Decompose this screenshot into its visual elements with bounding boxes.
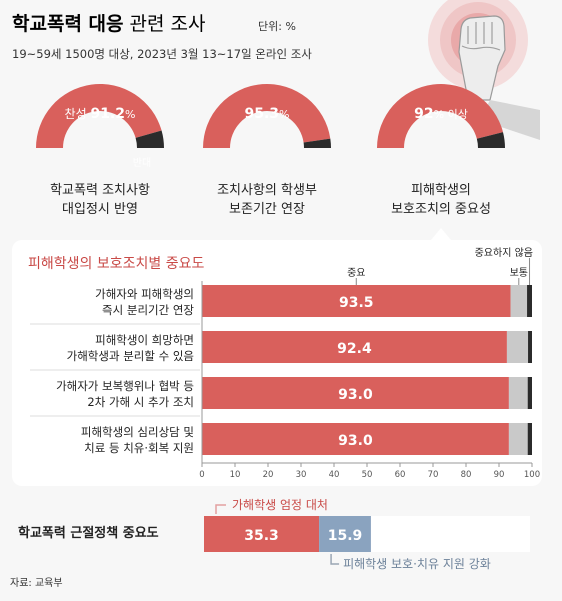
x-tick-label-10: 100 — [524, 470, 540, 480]
policy-bar-segment-1 — [204, 516, 320, 552]
donut-1-slice-1 — [36, 83, 162, 148]
subtitle: 19~59세 1500명 대상, 2023년 3월 13~17일 온라인 조사 — [12, 47, 312, 61]
x-tick-label-7: 70 — [428, 470, 439, 480]
category-label-1-line-1: 가해자와 피해학생의 — [95, 287, 194, 301]
category-label-1-line-2: 즉시 분리기간 연장 — [102, 303, 194, 317]
bar-4-segment-3 — [527, 423, 532, 455]
bar-2-segment-1 — [202, 331, 507, 363]
x-tick-label-9: 90 — [494, 470, 505, 480]
panel-pointer — [431, 228, 451, 240]
bar-4-segment-1 — [202, 423, 509, 455]
bar-1-segment-2 — [510, 285, 528, 317]
category-label-3-line-2: 2차 가해 시 추가 조치 — [87, 395, 194, 409]
x-tick-label-0: 0 — [199, 470, 204, 480]
donut-3-slice-1 — [377, 84, 503, 148]
bar-1-segment-1 — [202, 285, 511, 317]
source-note: 자료: 교육부 — [10, 577, 63, 589]
donut-2-caption-line-2: 보존기간 연장 — [229, 202, 305, 217]
donut-3-caption-line-2: 보호조치의 중요성 — [391, 202, 491, 217]
policy-series-label-2: 피해학생 보호·치유 지원 강화 — [343, 557, 491, 571]
donut-1-value-prefix: 찬성 — [65, 106, 91, 121]
category-label-2-line-1: 피해학생이 희망하면 — [95, 333, 194, 347]
policy-leader-2 — [330, 554, 340, 565]
policy-leader-1 — [215, 504, 226, 514]
bar-3-value-label: 93.0 — [338, 387, 373, 403]
bar-4-value-label: 93.0 — [338, 433, 373, 449]
donut-3-value-number: 92 — [414, 106, 433, 122]
donut-1-value-suffix: % — [125, 108, 135, 121]
legend-not-important: 중요하지 않음 — [475, 246, 533, 259]
donut-3-slice-2 — [476, 132, 505, 148]
bar-2-segment-2 — [506, 331, 529, 363]
x-tick-label-2: 20 — [263, 470, 274, 480]
bar-2-segment-3 — [528, 331, 532, 363]
unit-label: 단위: % — [258, 20, 296, 33]
donut-2-caption-line-1: 조치사항의 학생부 — [217, 183, 317, 198]
x-tick-label-1: 10 — [230, 470, 241, 480]
page-title: 학교폭력 대응 관련 조사 — [12, 13, 206, 35]
bar-3-segment-1 — [202, 377, 509, 409]
donut-1-value-number: 91.2 — [90, 106, 125, 122]
donut-1-caption-line-1: 학교폭력 조치사항 — [50, 183, 150, 198]
donut-2-slice-1 — [203, 84, 331, 148]
policy-bar-2-value-label: 15.9 — [328, 528, 363, 544]
donut-1-slice-2 — [135, 130, 164, 148]
category-label-4-line-2: 치료 등 치유·회복 지원 — [84, 441, 194, 455]
donut-1-caption-line-2: 대입정시 반영 — [62, 202, 138, 217]
legend-important: 중요 — [347, 267, 365, 279]
donut-3-value-suffix: % 이상 — [434, 108, 468, 121]
bar-4-segment-2 — [508, 423, 528, 455]
donut-1-value-label: 찬성 91.2% — [65, 106, 136, 122]
x-tick-label-4: 40 — [329, 470, 340, 480]
fist-icon — [428, 0, 540, 140]
category-label-2-line-2: 가해학생과 분리할 수 있음 — [67, 349, 194, 363]
donut-2-value-number: 95.3 — [245, 106, 280, 122]
policy-chart-title: 학교폭력 근절정책 중요도 — [18, 525, 159, 541]
x-tick-label-8: 80 — [461, 470, 472, 480]
donut-2-value-suffix: % — [279, 108, 289, 121]
x-tick-label-3: 30 — [296, 470, 307, 480]
donut-2-value-label: 95.3% — [245, 106, 290, 122]
bar-3-segment-3 — [527, 377, 532, 409]
donut-3-caption-line-1: 피해학생의 — [411, 183, 471, 198]
bar-1-value-label: 93.5 — [339, 295, 374, 311]
donut-3-value-label: 92% 이상 — [414, 106, 468, 122]
donut-1-minor-label: 반대 — [133, 157, 151, 169]
category-label-4-line-1: 피해학생의 심리상담 및 — [81, 425, 194, 439]
bar-3-segment-2 — [508, 377, 528, 409]
bar-2-value-label: 92.4 — [337, 341, 372, 357]
policy-series-label-1: 가해학생 엄정 대처 — [232, 498, 328, 512]
x-tick-label-6: 60 — [395, 470, 406, 480]
x-tick-label-5: 50 — [362, 470, 373, 480]
panel-title: 피해학생의 보호조치별 중요도 — [28, 256, 204, 272]
category-label-3-line-1: 가해자가 보복행위나 협박 등 — [56, 379, 194, 393]
policy-bar-1-value-label: 35.3 — [244, 528, 279, 544]
bar-1-segment-3 — [527, 285, 532, 317]
legend-normal: 보통 — [510, 267, 528, 279]
donut-2-slice-2 — [303, 138, 331, 148]
policy-bar-segment-2 — [319, 516, 371, 552]
